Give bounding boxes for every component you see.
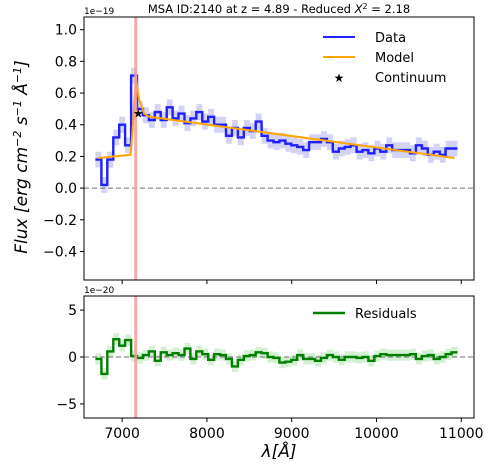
model-series-line (98, 77, 455, 159)
y-tick-label: 0.8 (55, 54, 77, 70)
x-tick-label: 10000 (354, 426, 399, 442)
legend-continuum-label: Continuum (375, 71, 446, 86)
x-tick-label: 9000 (274, 426, 310, 442)
y-exponent-label: 1e−19 (84, 7, 115, 17)
legend-model-label: Model (375, 51, 414, 66)
y-tick-label: 0 (68, 350, 77, 366)
x-tick-label: 11000 (439, 426, 484, 442)
chart-title: MSA ID:2140 at z = 4.89 - Reduced X2 = 2… (148, 2, 410, 16)
x-tick-label: 7000 (104, 426, 140, 442)
y-tick-label: −0.4 (43, 244, 77, 260)
y-tick-label: −5 (56, 397, 77, 413)
y-tick-label: 5 (68, 303, 77, 319)
y-exponent-label: 1e−20 (84, 286, 115, 296)
y-tick-label: 0.0 (55, 181, 77, 197)
y-tick-label: 1.0 (55, 23, 77, 39)
y-tick-label: 0.6 (55, 86, 77, 102)
error-band (95, 67, 458, 193)
legend-continuum-marker: ★ (334, 71, 345, 85)
x-tick-label: 8000 (189, 426, 225, 442)
y-tick-label: 0.4 (55, 118, 77, 134)
continuum-point: ★ (133, 107, 144, 121)
residuals-panel: −5 0 5 7000 8000 9000 10000 11000 1e−20 Residuals (56, 286, 483, 442)
y-tick-label: −0.2 (43, 213, 77, 229)
flux-panel: ★ −0.4 −0.2 0.0 0.2 0.4 0.6 0.8 1.0 1e−19 Data Mode… (43, 7, 475, 284)
x-axis-label: λ[Å] (261, 440, 297, 462)
y-tick-label: 0.2 (55, 149, 77, 165)
plot-frame (83, 16, 475, 281)
legend-data-label: Data (375, 31, 406, 46)
data-series-line (95, 74, 458, 187)
y-axis-label: Flux [erg cm−2 s−1 Å−1] (10, 60, 32, 254)
legend-residuals-label: Residuals (355, 307, 417, 322)
residuals-series-line (95, 338, 458, 376)
